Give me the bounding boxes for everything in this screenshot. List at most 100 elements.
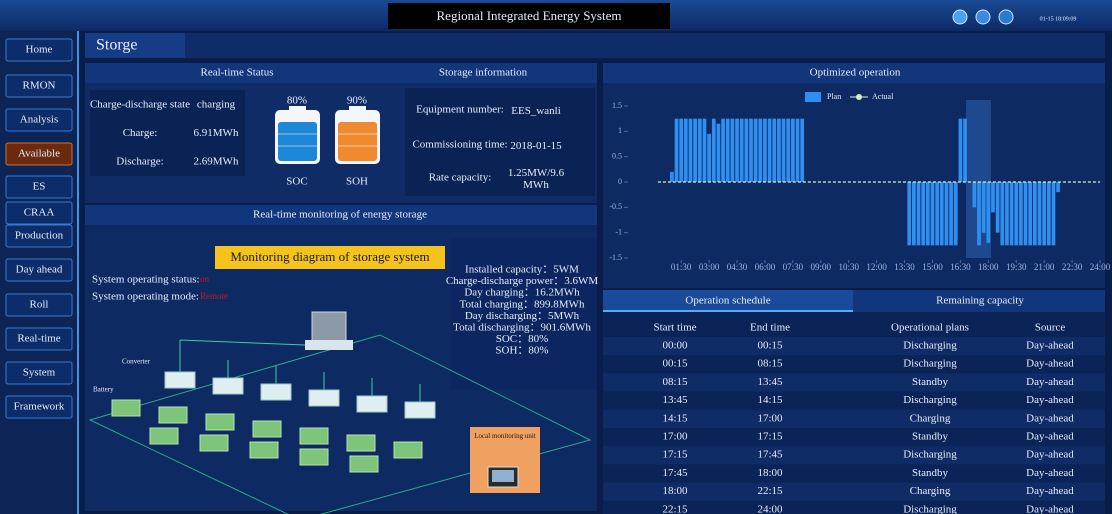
cell: 08:15 bbox=[662, 376, 688, 388]
cell: 14:15 bbox=[662, 412, 688, 424]
converter-label: Converter bbox=[122, 358, 151, 366]
bar bbox=[777, 118, 781, 182]
tab-active[interactable] bbox=[603, 290, 853, 312]
nav-label[interactable]: Analysis bbox=[20, 114, 59, 126]
detail-line: Total discharging：901.6MWh bbox=[453, 322, 591, 334]
nav-button[interactable] bbox=[5, 108, 73, 132]
nav-label[interactable]: Real-time bbox=[17, 333, 60, 345]
converter bbox=[308, 389, 340, 407]
bar bbox=[707, 133, 711, 182]
status-label: Discharge: bbox=[116, 156, 163, 168]
battery bbox=[299, 448, 329, 466]
tab-label[interactable]: Remaining capacity bbox=[936, 295, 1024, 307]
nav-label[interactable]: RMON bbox=[22, 80, 55, 92]
x-tick-label: 13:30 bbox=[894, 262, 915, 272]
nav-button[interactable] bbox=[5, 258, 73, 282]
nav-button[interactable] bbox=[5, 293, 73, 317]
detail-line: Total charging：899.8MWh bbox=[460, 298, 585, 310]
nav-label[interactable]: Home bbox=[26, 44, 53, 56]
nav-button[interactable] bbox=[5, 38, 73, 62]
y-tick-label: -1.5 bbox=[609, 253, 622, 262]
nav-button[interactable] bbox=[5, 327, 73, 351]
cell: 17:15 bbox=[757, 431, 783, 443]
row-band bbox=[603, 373, 1105, 392]
nav-button[interactable] bbox=[5, 175, 73, 199]
cell: 18:00 bbox=[662, 485, 688, 497]
title-box bbox=[388, 3, 670, 29]
bar bbox=[781, 118, 786, 182]
status-table bbox=[90, 90, 245, 176]
bar bbox=[697, 118, 702, 182]
bar bbox=[1009, 182, 1014, 246]
legend-swatch bbox=[805, 92, 821, 102]
y-tick-label: -1 bbox=[615, 227, 622, 236]
legend-dot bbox=[856, 94, 862, 100]
cell: 00:00 bbox=[662, 340, 688, 352]
icon-close[interactable] bbox=[975, 9, 991, 25]
clock: 01-15 18:09:09 bbox=[1040, 16, 1077, 22]
icon-globe[interactable] bbox=[998, 9, 1014, 25]
bar bbox=[795, 118, 800, 182]
nav-button[interactable] bbox=[5, 142, 73, 166]
bar bbox=[1014, 182, 1019, 246]
bar bbox=[730, 118, 735, 182]
bar bbox=[930, 182, 935, 246]
bar bbox=[767, 118, 772, 182]
icon-refresh[interactable] bbox=[952, 9, 968, 25]
bar bbox=[981, 182, 986, 233]
gauge-fill bbox=[338, 122, 377, 161]
bar bbox=[679, 118, 684, 182]
bar bbox=[725, 118, 730, 182]
nav-button[interactable] bbox=[5, 74, 73, 98]
detail-line: Day charging：16.2MWh bbox=[464, 287, 580, 299]
cell: 17:45 bbox=[662, 467, 688, 479]
x-tick-label: 09:00 bbox=[811, 262, 832, 272]
bar bbox=[763, 118, 767, 182]
legend-label: Actual bbox=[872, 92, 894, 101]
x-tick-label: 06:00 bbox=[755, 262, 776, 272]
computer-screen bbox=[492, 470, 514, 482]
bar bbox=[716, 123, 721, 182]
cell: Discharging bbox=[903, 358, 957, 370]
nav-label[interactable]: CRAA bbox=[24, 207, 55, 219]
bar bbox=[963, 118, 967, 182]
bar bbox=[721, 118, 725, 182]
row-band bbox=[603, 391, 1105, 410]
nav-button[interactable] bbox=[5, 361, 73, 385]
y-tick-label: 0 bbox=[618, 177, 622, 186]
converter bbox=[212, 377, 244, 395]
cell: Charging bbox=[910, 485, 951, 497]
gauge-name: SOC bbox=[286, 176, 307, 188]
nav-label[interactable]: Roll bbox=[30, 299, 49, 311]
bar bbox=[711, 118, 716, 182]
bar bbox=[702, 118, 707, 182]
nav-button[interactable] bbox=[5, 395, 73, 419]
converter bbox=[164, 371, 196, 389]
row-band bbox=[603, 355, 1105, 374]
tab-inactive[interactable] bbox=[853, 290, 1105, 312]
nav-label[interactable]: Available bbox=[18, 148, 60, 160]
status-label: Charge: bbox=[123, 127, 158, 139]
nav-label[interactable]: Framework bbox=[14, 401, 65, 413]
info-value-wrap: EES_wanli bbox=[511, 105, 561, 117]
cell: 17:45 bbox=[757, 449, 783, 461]
info-label: Equipment number: bbox=[416, 104, 504, 116]
nav-button[interactable] bbox=[5, 224, 73, 248]
tab-label[interactable]: Operation schedule bbox=[685, 295, 770, 307]
nav-button[interactable] bbox=[5, 201, 73, 225]
battery bbox=[299, 427, 329, 445]
nav-label[interactable]: System bbox=[23, 367, 56, 379]
cell: Day-ahead bbox=[1026, 449, 1074, 461]
status-state: Remote bbox=[200, 291, 228, 301]
nav-label[interactable]: ES bbox=[33, 181, 46, 193]
gauge-level: 90% bbox=[347, 95, 367, 107]
nav-label[interactable]: Day ahead bbox=[16, 264, 63, 276]
bar bbox=[986, 182, 991, 243]
cell: Standby bbox=[912, 467, 949, 479]
bar bbox=[972, 182, 977, 208]
nav-label[interactable]: Production bbox=[15, 230, 64, 242]
x-tick-label: 03:00 bbox=[699, 262, 720, 272]
status-panel-header bbox=[85, 63, 597, 83]
gauge-name: SOH bbox=[346, 176, 368, 188]
bar bbox=[977, 182, 981, 246]
